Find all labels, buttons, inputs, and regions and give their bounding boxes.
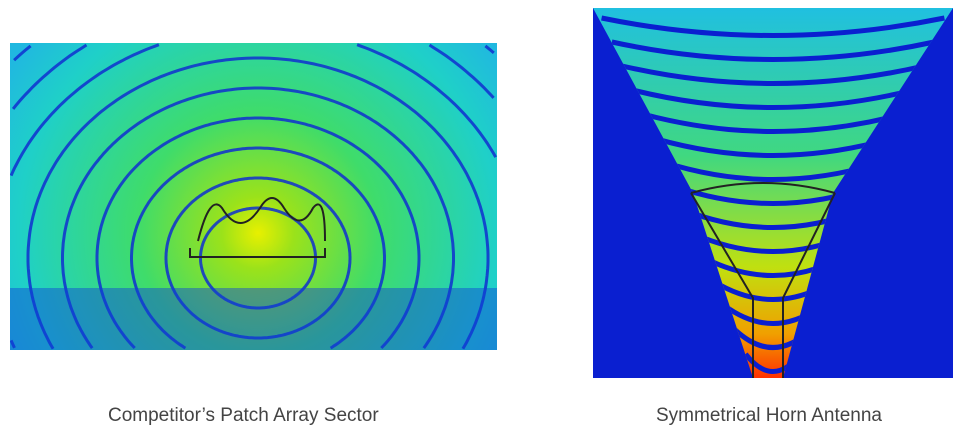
patch-array-field-plot (10, 43, 497, 350)
wavefront-ring (61, 86, 455, 349)
wavefront-band (631, 87, 915, 110)
wavefront-ring (130, 146, 386, 350)
wavefront-ring (428, 43, 495, 99)
wavefront-ring (11, 43, 88, 110)
patch-array-outline (189, 197, 326, 258)
wavefront-ring (95, 116, 421, 350)
wavefront-band (642, 111, 904, 134)
wavefront-ring (422, 258, 455, 349)
wavefront-ring (13, 44, 32, 62)
horn-outline (690, 182, 836, 378)
wavefront-ring (484, 44, 495, 55)
wavefront-band (611, 39, 935, 62)
wavefront-ring (380, 258, 421, 350)
caption-patch-array: Competitor’s Patch Array Sector (108, 405, 379, 426)
wavefront-band (601, 15, 945, 38)
wavefront-ring (164, 176, 352, 340)
wavefront-ring (10, 43, 160, 177)
caption-horn-antenna: Symmetrical Horn Antenna (656, 405, 882, 426)
wavefront-ring (329, 258, 386, 350)
horn-antenna-field-plot (593, 8, 953, 378)
wavefront-ring (461, 258, 490, 350)
wavefront-ring (10, 339, 16, 349)
wavefront-ring (26, 56, 490, 350)
wavefront-band (652, 135, 894, 158)
wavefront-band (621, 63, 925, 86)
wavefront-ring (356, 43, 497, 158)
